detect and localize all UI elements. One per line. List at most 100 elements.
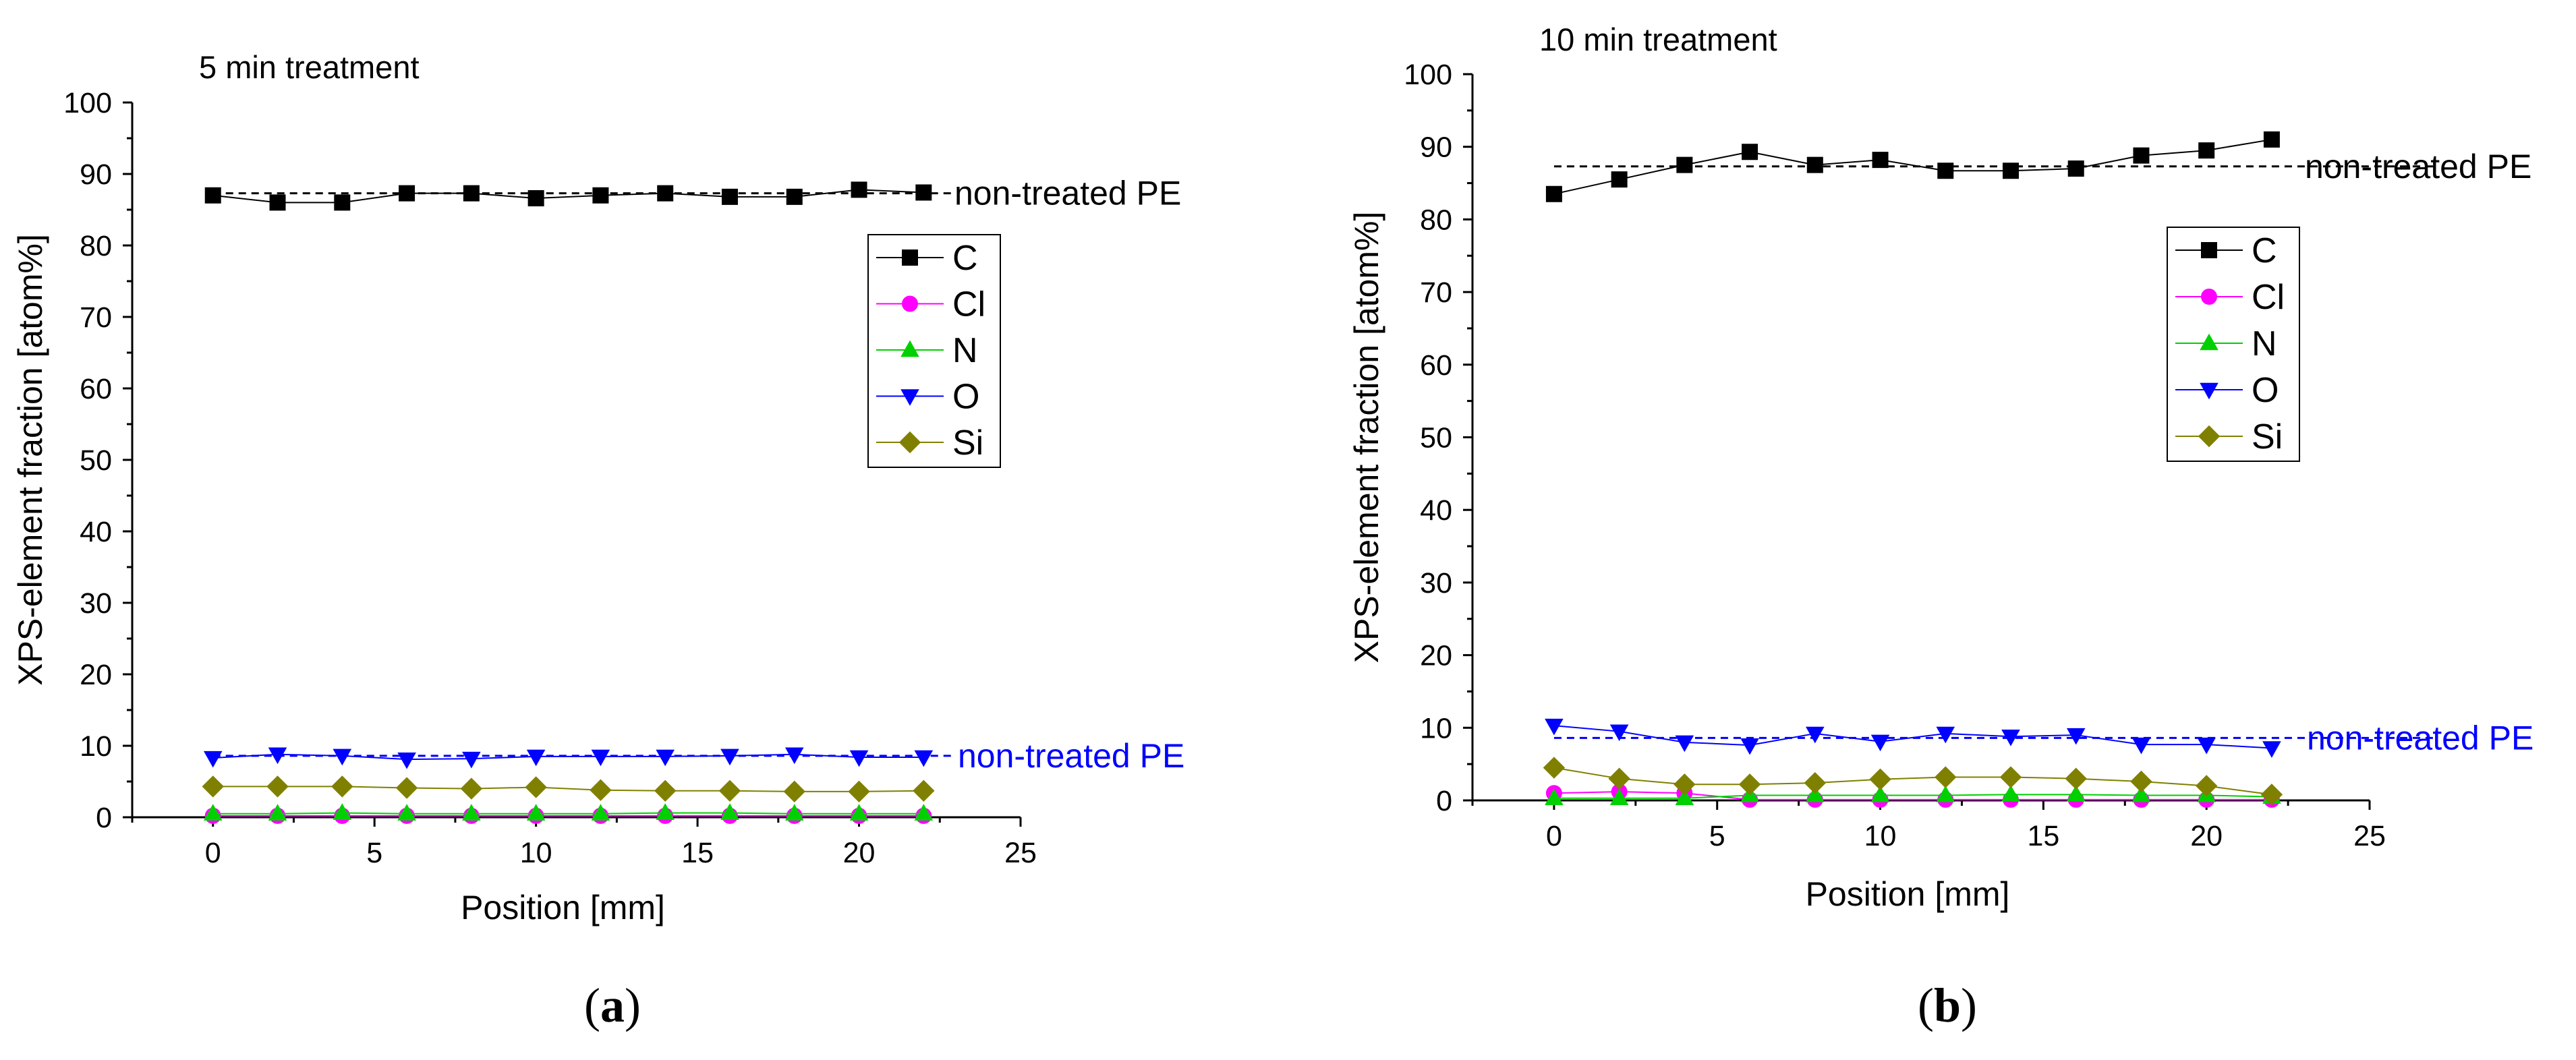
y-tick-label: 20 [80, 659, 112, 691]
data-point-C [2263, 131, 2280, 148]
data-point-C [2067, 160, 2084, 177]
legend: C Cl NO Si [2167, 227, 2300, 462]
data-point-C [1676, 156, 1693, 173]
y-tick-label: 100 [1404, 59, 1452, 91]
data-point-O [268, 747, 287, 765]
y-tick-label: 70 [80, 301, 112, 334]
data-point-Si [1608, 767, 1630, 790]
series-line-O [212, 753, 924, 761]
y-tick-label: 60 [1420, 349, 1452, 382]
x-axis-title: Position [mm] [461, 889, 665, 926]
data-point-O [1936, 726, 1955, 744]
series-line-Cl [1553, 791, 2272, 800]
x-tick-label: 5 [366, 837, 382, 869]
data-point-Si [718, 779, 741, 802]
panel-letter-open: ( [1918, 978, 1934, 1032]
data-point-Si [331, 775, 353, 798]
data-point-O [2066, 728, 2086, 745]
y-axis-title: XPS-element fraction [atom%] [11, 234, 49, 686]
data-point-C [851, 181, 867, 198]
legend-label-Cl: Cl [952, 285, 985, 324]
panel-letter-close: ) [1961, 978, 1977, 1032]
legend-label-Si: Si [2252, 417, 2283, 457]
data-point-Si [654, 779, 677, 802]
legend-marker-C [2201, 242, 2217, 258]
data-point-O [1870, 734, 1890, 752]
data-point-Si [2260, 784, 2283, 806]
data-point-N [268, 804, 287, 821]
data-point-N [1545, 788, 1564, 805]
data-point-C [334, 194, 351, 211]
legend-marker-Si [2198, 425, 2221, 448]
series-line-N [1553, 794, 2272, 799]
panel-letter-open: ( [584, 978, 600, 1032]
chart-panel-b: 0 10 20 30 40 50 60 70 80 90 100 0 5 10 15 20 25 Position… [1348, 22, 2534, 1032]
data-point-O [1545, 718, 1564, 736]
data-point-C [269, 194, 286, 211]
data-point-C [2003, 163, 2019, 179]
data-point-Si [783, 780, 805, 803]
data-point-O [2197, 737, 2216, 755]
data-point-N [397, 804, 416, 821]
series-line-O [1553, 725, 2272, 749]
data-point-O [397, 752, 416, 769]
legend-label-C: C [952, 239, 978, 278]
data-point-Si [1673, 773, 1696, 796]
y-tick-label: 30 [80, 587, 112, 620]
data-point-Si [266, 775, 289, 798]
reference-line-label: non-treated PE [2305, 148, 2531, 185]
data-point-Si [2065, 767, 2087, 790]
data-point-N [2001, 784, 2020, 802]
data-point-C [915, 184, 932, 201]
data-point-Si [202, 775, 224, 798]
y-tick-label: 90 [80, 158, 112, 191]
data-point-N [784, 804, 804, 821]
data-point-O [1806, 726, 1825, 744]
data-point-N [1609, 788, 1629, 805]
data-point-N [333, 803, 352, 820]
series-line-N [212, 812, 924, 815]
y-tick-label: 20 [1420, 640, 1452, 672]
series-line-C [1553, 138, 2272, 195]
data-point-Si [1543, 757, 1566, 779]
legend-marker-Cl [2201, 289, 2217, 305]
data-point-O [1740, 738, 1759, 755]
panel-letter: (b) [1918, 978, 1977, 1032]
y-tick-label: 40 [80, 516, 112, 548]
data-point-N [656, 803, 675, 820]
reference-line-label: non-treated PE [958, 737, 1184, 775]
data-point-C [786, 188, 803, 205]
data-point-N [849, 804, 869, 821]
x-tick-label: 0 [205, 837, 221, 869]
y-tick-label: 100 [63, 87, 112, 119]
reference-line-label: non-treated PE [954, 175, 1181, 212]
legend-label-Si: Si [952, 423, 983, 463]
data-point-O [203, 750, 223, 768]
data-point-O [914, 750, 934, 767]
data-point-O [526, 749, 546, 767]
panel-letter: (a) [584, 978, 641, 1032]
data-point-C [1545, 185, 1562, 202]
data-point-C [1742, 144, 1758, 160]
y-tick-label: 40 [1420, 494, 1452, 527]
data-point-O [2131, 737, 2151, 755]
data-point-C [1806, 156, 1823, 173]
x-tick-label: 15 [2027, 820, 2059, 852]
chart-title: 10 min treatment [1539, 22, 1777, 57]
data-point-O [656, 749, 675, 767]
data-point-C [399, 185, 416, 202]
data-point-C [527, 190, 544, 207]
legend-box [2167, 227, 2300, 462]
x-tick-label: 25 [2353, 820, 2386, 852]
x-tick-label: 0 [1546, 820, 1562, 852]
data-point-C [1611, 171, 1628, 188]
y-tick-label: 10 [1420, 712, 1452, 744]
legend-label-O: O [952, 378, 979, 417]
data-point-Si [1999, 766, 2022, 788]
data-point-O [2262, 741, 2281, 758]
data-point-Si [2195, 775, 2218, 797]
y-tick-label: 90 [1420, 131, 1452, 164]
x-tick-label: 20 [2190, 820, 2223, 852]
legend-label-N: N [952, 331, 978, 370]
data-point-C [721, 188, 738, 205]
